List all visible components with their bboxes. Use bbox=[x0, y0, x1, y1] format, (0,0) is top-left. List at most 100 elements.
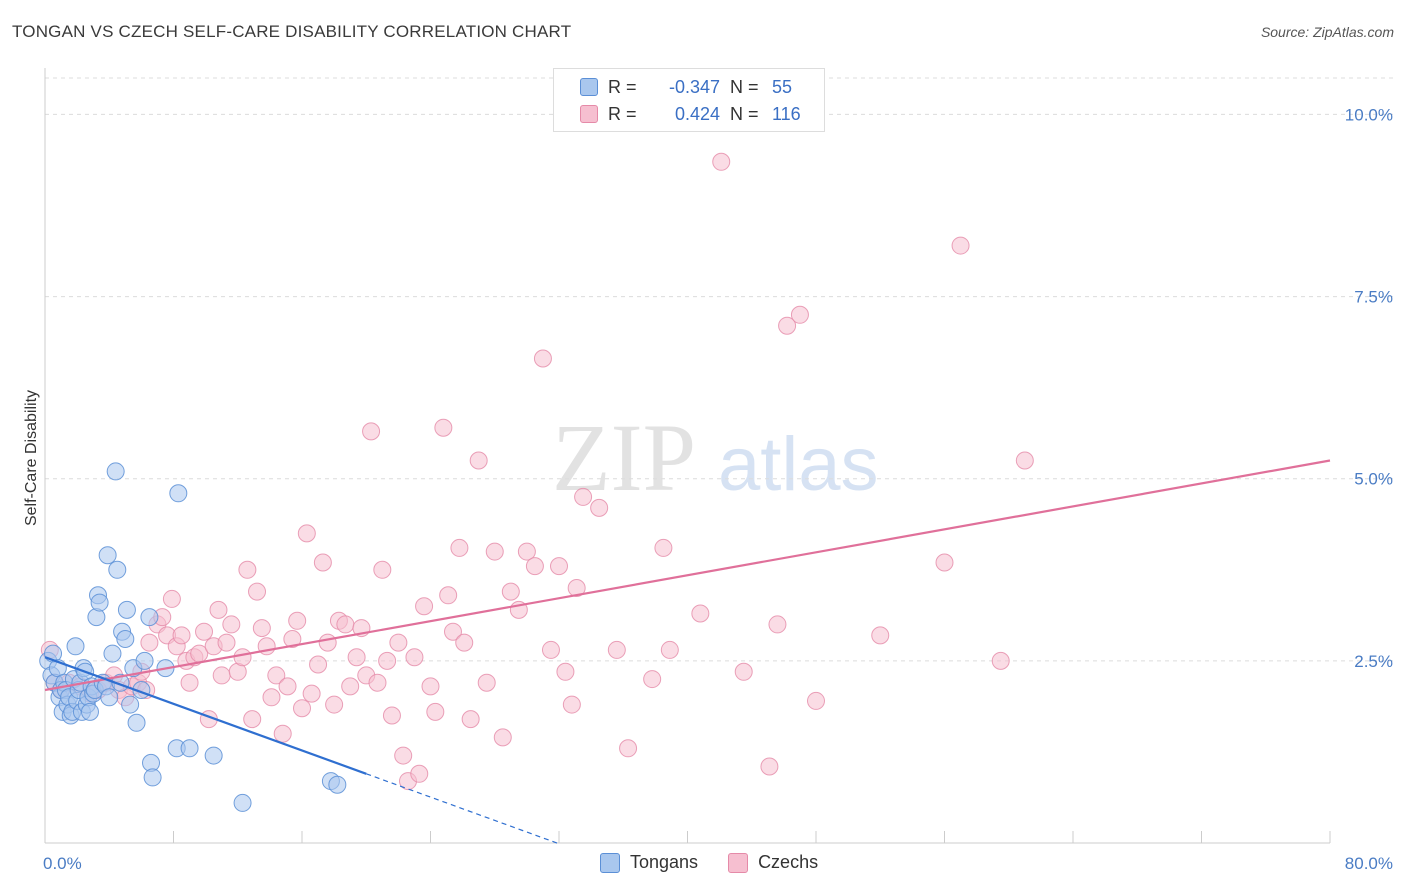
czech-point bbox=[313, 553, 332, 572]
czech-point bbox=[162, 589, 181, 608]
bottom-tongans-label: Tongans bbox=[630, 852, 699, 872]
czech-point bbox=[222, 615, 241, 634]
tongan-point bbox=[169, 484, 188, 503]
czech-point bbox=[590, 498, 609, 517]
tongan-point bbox=[90, 593, 109, 612]
czech-point bbox=[238, 560, 257, 579]
y-tick-label: 10.0% bbox=[1345, 105, 1393, 124]
czech-point bbox=[172, 626, 191, 645]
czech-point bbox=[288, 611, 307, 630]
czech-point bbox=[362, 422, 381, 441]
tongan-point bbox=[121, 695, 140, 714]
czech-point bbox=[654, 538, 673, 557]
czech-point bbox=[450, 538, 469, 557]
tongan-point bbox=[66, 637, 85, 656]
watermark: ZIP atlas bbox=[552, 404, 879, 511]
tongan-point bbox=[143, 768, 162, 787]
czech-point bbox=[273, 724, 292, 743]
czech-point bbox=[325, 695, 344, 714]
czech-point bbox=[734, 662, 753, 681]
czech-point bbox=[382, 706, 401, 725]
czech-point bbox=[243, 710, 262, 729]
czech-point bbox=[533, 349, 552, 368]
tongan-point bbox=[87, 608, 106, 627]
tongan-point bbox=[117, 600, 136, 619]
czech-point bbox=[415, 597, 434, 616]
czech-point bbox=[389, 633, 408, 652]
source-label: Source: ZipAtlas.com bbox=[1260, 24, 1394, 40]
y-tick-label: 2.5% bbox=[1354, 652, 1393, 671]
czech-point bbox=[248, 582, 267, 601]
czech-point bbox=[871, 626, 890, 645]
czech-point bbox=[426, 702, 445, 721]
tongan-point bbox=[140, 608, 159, 627]
tongan-points bbox=[39, 462, 347, 812]
tongan-point bbox=[80, 702, 99, 721]
legend-row-tongans: R = -0.347 N = 55 bbox=[580, 75, 808, 99]
tongan-point bbox=[116, 630, 135, 648]
czech-point bbox=[209, 600, 228, 619]
watermark-zip: ZIP bbox=[552, 404, 696, 511]
czech-point bbox=[140, 633, 159, 652]
czech-point bbox=[368, 673, 387, 692]
czech-point bbox=[619, 739, 638, 758]
tongan-point bbox=[103, 644, 122, 663]
czech-point bbox=[347, 648, 366, 667]
legend: R = -0.347 N = 55 R = 0.424 N = 116 bbox=[553, 68, 825, 132]
czech-point bbox=[1015, 451, 1034, 470]
czech-point bbox=[501, 582, 520, 601]
tick-labels: 2.5% 5.0% 7.5% 10.0% 0.0% 80.0% bbox=[43, 105, 1393, 873]
czech-point bbox=[252, 619, 271, 638]
czech-point bbox=[394, 746, 413, 765]
czech-point bbox=[455, 633, 474, 652]
tongans-r-label: R = bbox=[608, 76, 637, 97]
czech-point bbox=[567, 579, 586, 597]
czech-point bbox=[556, 662, 575, 681]
czech-point bbox=[297, 524, 316, 543]
czech-point bbox=[410, 764, 429, 783]
czech-point bbox=[341, 677, 360, 696]
czech-point bbox=[469, 451, 488, 470]
czech-point bbox=[562, 695, 581, 714]
czech-point bbox=[217, 633, 236, 652]
czech-point bbox=[195, 622, 214, 641]
czech-point bbox=[607, 640, 626, 659]
czech-trend-line bbox=[44, 459, 1331, 692]
czechs-swatch bbox=[580, 105, 598, 123]
czech-point bbox=[373, 560, 392, 579]
czechs-n-label: N = bbox=[730, 103, 759, 124]
y-axis-label: Self-Care Disability bbox=[23, 390, 40, 526]
czech-point bbox=[525, 557, 544, 576]
tongan-point bbox=[100, 688, 119, 707]
czechs-r-label: R = bbox=[608, 103, 637, 124]
czech-point bbox=[318, 633, 337, 652]
tongan-point bbox=[108, 560, 127, 579]
czech-point bbox=[807, 691, 825, 710]
czech-point bbox=[434, 418, 453, 437]
czech-point bbox=[180, 673, 199, 692]
czech-point bbox=[991, 651, 1010, 670]
czech-point bbox=[778, 316, 797, 335]
czech-point bbox=[768, 615, 787, 634]
x-tick-label-min: 0.0% bbox=[43, 854, 82, 873]
czech-point bbox=[293, 699, 311, 718]
czech-point bbox=[643, 670, 662, 689]
tongans-swatch bbox=[580, 78, 598, 96]
czech-point bbox=[712, 152, 731, 171]
czech-point bbox=[267, 666, 286, 685]
chart-title: TONGAN VS CZECH SELF-CARE DISABILITY COR… bbox=[12, 22, 572, 41]
czech-point bbox=[233, 648, 252, 667]
tongan-point bbox=[98, 546, 117, 565]
y-tick-label: 7.5% bbox=[1354, 288, 1393, 307]
czech-point bbox=[493, 728, 512, 747]
trend-lines bbox=[44, 459, 1331, 845]
czech-point bbox=[477, 673, 496, 692]
czech-points bbox=[40, 152, 1034, 791]
czechs-n-value: 116 bbox=[772, 103, 801, 124]
bottom-czechs-label: Czechs bbox=[758, 852, 819, 872]
czech-point bbox=[443, 622, 462, 641]
czech-point bbox=[485, 542, 504, 561]
tongan-point bbox=[135, 651, 154, 670]
czech-point bbox=[541, 640, 560, 659]
